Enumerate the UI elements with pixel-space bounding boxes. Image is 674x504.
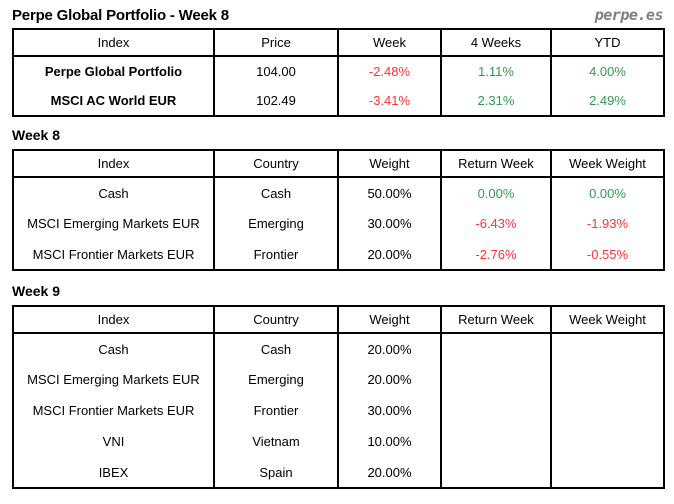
cell-weight: 10.00% <box>337 426 441 457</box>
table-row: MSCI AC World EUR 102.49 -3.41% 2.31% 2.… <box>13 86 664 116</box>
cell-week-weight <box>550 457 664 488</box>
cell-index: MSCI Emerging Markets EUR <box>27 216 200 231</box>
cell-index: Cash <box>98 185 129 201</box>
column-header-week-weight: Week Weight <box>550 306 664 333</box>
table-row: Cash Cash 50.00% 0.00% 0.00% <box>13 177 664 208</box>
cell-country: Cash <box>213 333 338 364</box>
table-row: Perpe Global Portfolio 104.00 -2.48% 1.1… <box>13 56 664 86</box>
cell-weight: 20.00% <box>337 239 441 270</box>
cell-weight: 50.00% <box>337 177 441 208</box>
cell-return-week: 0.00% <box>440 177 551 208</box>
table-row: MSCI Frontier Markets EUR Frontier 30.00… <box>13 395 664 426</box>
cell-week: -3.41% <box>337 86 441 116</box>
column-header-week-weight: Week Weight <box>550 150 664 177</box>
cell-weight: 20.00% <box>337 457 441 488</box>
cell-ytd: 4.00% <box>550 56 664 86</box>
cell-index: VNI <box>102 434 125 449</box>
cell-weight: 20.00% <box>337 364 441 395</box>
week9-header-row: Index Country Weight Return Week Week We… <box>13 306 664 333</box>
cell-index: IBEX <box>98 464 129 480</box>
cell-country: Spain <box>213 457 338 488</box>
week8-header-row: Index Country Weight Return Week Week We… <box>13 150 664 177</box>
cell-4weeks: 1.11% <box>440 56 551 86</box>
cell-index: MSCI Emerging Markets EUR <box>27 372 200 387</box>
site-logo: perpe.es <box>594 6 664 24</box>
cell-week-weight <box>550 364 664 395</box>
column-header-weight: Weight <box>337 150 441 177</box>
table-row: VNI Vietnam 10.00% <box>13 426 664 457</box>
column-header-country: Country <box>213 150 338 177</box>
column-header-4weeks: 4 Weeks <box>440 29 551 56</box>
cell-week-weight <box>550 395 664 426</box>
cell-index: MSCI Frontier Markets EUR <box>32 246 195 262</box>
table-row: Cash Cash 20.00% <box>13 333 664 364</box>
cell-4weeks: 2.31% <box>440 86 551 116</box>
column-header-index: Index <box>97 156 130 171</box>
cell-price: 104.00 <box>213 56 338 86</box>
column-header-return-week: Return Week <box>440 306 551 333</box>
cell-return-week: -6.43% <box>440 208 551 239</box>
cell-return-week: -2.76% <box>440 239 551 270</box>
cell-country: Emerging <box>213 364 338 395</box>
cell-week-weight: -1.93% <box>550 208 664 239</box>
table-row: MSCI Emerging Markets EUR Emerging 30.00… <box>13 208 664 239</box>
cell-week-weight: 0.00% <box>550 177 664 208</box>
cell-weight: 20.00% <box>337 333 441 364</box>
column-header-weight: Weight <box>337 306 441 333</box>
cell-week-weight: -0.55% <box>550 239 664 270</box>
column-header-week: Week <box>337 29 441 56</box>
table-row: IBEX Spain 20.00% <box>13 457 664 488</box>
cell-return-week <box>440 426 551 457</box>
summary-header-row: Index Price Week 4 Weeks YTD <box>13 29 664 56</box>
table-row: MSCI Emerging Markets EUR Emerging 20.00… <box>13 364 664 395</box>
cell-week: -2.48% <box>337 56 441 86</box>
column-header-return-week: Return Week <box>440 150 551 177</box>
section-heading-week8: Week 8 <box>12 127 60 143</box>
cell-price: 102.49 <box>213 86 338 116</box>
cell-country: Vietnam <box>213 426 338 457</box>
cell-index: MSCI Frontier Markets EUR <box>32 403 195 418</box>
cell-week-weight <box>550 426 664 457</box>
report-page: Perpe Global Portfolio - Week 8 perpe.es… <box>12 6 665 489</box>
masthead: Perpe Global Portfolio - Week 8 perpe.es <box>12 6 664 28</box>
column-header-index: Index <box>97 312 130 327</box>
cell-return-week <box>440 457 551 488</box>
table-row: MSCI Frontier Markets EUR Frontier 20.00… <box>13 239 664 270</box>
section-heading-week9: Week 9 <box>12 283 60 299</box>
cell-week-weight <box>550 333 664 364</box>
cell-country: Emerging <box>213 208 338 239</box>
cell-return-week <box>440 395 551 426</box>
cell-ytd: 2.49% <box>550 86 664 116</box>
column-header-price: Price <box>213 29 338 56</box>
column-header-ytd: YTD <box>550 29 664 56</box>
column-header-index: Index <box>97 35 130 50</box>
cell-return-week <box>440 364 551 395</box>
column-header-country: Country <box>213 306 338 333</box>
cell-index: MSCI AC World EUR <box>50 93 177 108</box>
cell-index: Cash <box>98 341 129 357</box>
report-title: Perpe Global Portfolio - Week 8 <box>12 7 229 24</box>
portfolio-summary-table: Index Price Week 4 Weeks YTD Perpe Globa… <box>12 28 665 117</box>
cell-weight: 30.00% <box>337 395 441 426</box>
cell-country: Cash <box>213 177 338 208</box>
cell-weight: 30.00% <box>337 208 441 239</box>
week8-table: Index Country Weight Return Week Week We… <box>12 149 665 271</box>
cell-country: Frontier <box>213 395 338 426</box>
cell-index: Perpe Global Portfolio <box>44 64 183 79</box>
week9-table: Index Country Weight Return Week Week We… <box>12 305 665 489</box>
cell-country: Frontier <box>213 239 338 270</box>
cell-return-week <box>440 333 551 364</box>
